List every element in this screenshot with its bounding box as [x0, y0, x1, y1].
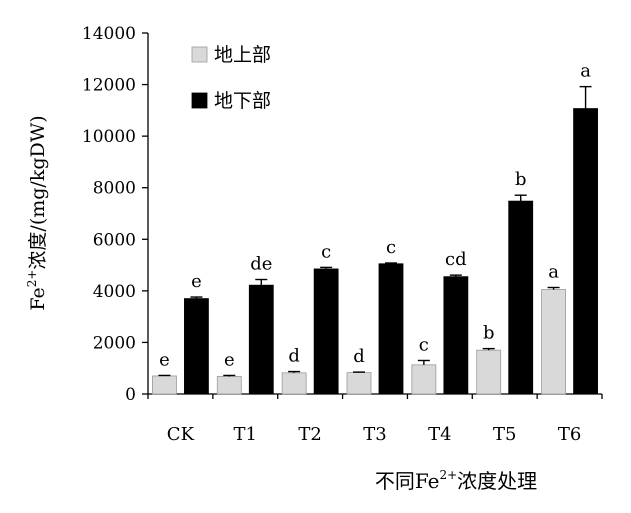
x-axis-label: 不同Fe2+浓度处理 — [375, 468, 537, 493]
bar-aboveground — [476, 349, 502, 395]
bar-underground — [184, 298, 209, 395]
legend-swatch — [191, 46, 208, 63]
significance-letter: d — [353, 346, 365, 367]
x-tick-label: T3 — [363, 424, 386, 445]
legend-swatch — [191, 92, 208, 109]
bar-aboveground — [152, 375, 177, 395]
y-tick-label: 2000 — [93, 333, 136, 353]
bar-underground — [443, 276, 469, 395]
significance-letter: c — [321, 241, 331, 262]
legend-label: 地下部 — [214, 90, 271, 112]
axes — [147, 33, 602, 395]
y-axis-label-suffix: 浓度/(mg/kgDW) — [27, 115, 49, 269]
bar-aboveground — [346, 372, 372, 395]
y-ticks: 0 2000 4000 6000 8000 10000 12000 14000 — [82, 24, 148, 405]
significance-letter: a — [548, 262, 559, 283]
y-tick-label: 14000 — [82, 24, 136, 44]
error-bars — [158, 85, 592, 377]
bars — [152, 108, 598, 395]
y-axis-label: Fe2+浓度/(mg/kgDW) — [25, 115, 49, 310]
x-axis-label-sup: 2+ — [439, 468, 457, 482]
significance-letter: e — [159, 349, 170, 370]
x-tick-label: CK — [167, 424, 195, 445]
y-tick-label: 6000 — [93, 230, 136, 250]
x-tick-label: T6 — [558, 424, 581, 445]
x-tick-label: T4 — [428, 424, 451, 445]
y-tick-label: 0 — [125, 385, 136, 405]
bar-aboveground — [411, 364, 437, 395]
bar-aboveground — [541, 289, 566, 395]
x-tick-label: T5 — [493, 424, 516, 445]
bar-aboveground — [216, 376, 242, 395]
significance-letter: d — [288, 346, 300, 367]
x-axis-label-prefix: 不同Fe — [375, 469, 440, 493]
bar-underground — [248, 284, 274, 395]
significance-letter: b — [483, 323, 495, 344]
x-axis-label-suffix: 浓度处理 — [457, 469, 537, 493]
legend-label: 地上部 — [214, 44, 271, 66]
significance-letter: c — [386, 237, 396, 258]
significance-letter: de — [250, 254, 272, 275]
significance-letter: b — [515, 169, 527, 190]
x-ticks: CK T1 T2 T3 T4 T5 T6 — [147, 394, 603, 445]
y-axis-label-sup: 2+ — [25, 270, 39, 288]
bar-underground — [313, 268, 339, 395]
significance-letter: c — [419, 334, 429, 355]
y-tick-label: 4000 — [93, 282, 136, 302]
significance-letter: e — [224, 349, 235, 370]
y-tick-label: 12000 — [82, 76, 136, 96]
significance-letters: e e d d c b a e de c c cd b a — [159, 61, 591, 371]
bar-underground — [378, 263, 404, 395]
y-tick-label: 10000 — [82, 127, 136, 147]
bar-underground — [508, 200, 534, 395]
significance-letter: a — [580, 61, 591, 82]
x-tick-label: T1 — [234, 424, 257, 445]
x-tick-label: T2 — [298, 424, 321, 445]
bar-aboveground — [281, 372, 307, 395]
bar-underground — [573, 108, 598, 395]
significance-letter: cd — [445, 249, 467, 270]
y-tick-label: 8000 — [93, 179, 136, 199]
significance-letter: e — [191, 271, 202, 292]
y-axis-label-prefix: Fe — [27, 287, 49, 310]
